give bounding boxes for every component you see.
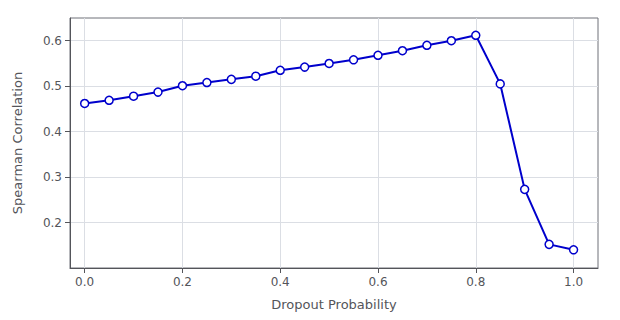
svg-text:Dropout Probability: Dropout Probability xyxy=(271,297,397,312)
svg-text:0.4: 0.4 xyxy=(43,125,62,139)
svg-text:0.3: 0.3 xyxy=(43,170,62,184)
svg-text:0.6: 0.6 xyxy=(43,34,62,48)
svg-text:0.8: 0.8 xyxy=(466,275,485,289)
svg-text:0.2: 0.2 xyxy=(173,275,192,289)
svg-text:1.0: 1.0 xyxy=(564,275,583,289)
svg-text:Spearman Correlation: Spearman Correlation xyxy=(10,72,25,214)
svg-text:0.2: 0.2 xyxy=(43,216,62,230)
svg-text:0.5: 0.5 xyxy=(43,79,62,93)
svg-text:0.4: 0.4 xyxy=(271,275,290,289)
svg-text:0.6: 0.6 xyxy=(368,275,387,289)
svg-text:0.0: 0.0 xyxy=(75,275,94,289)
